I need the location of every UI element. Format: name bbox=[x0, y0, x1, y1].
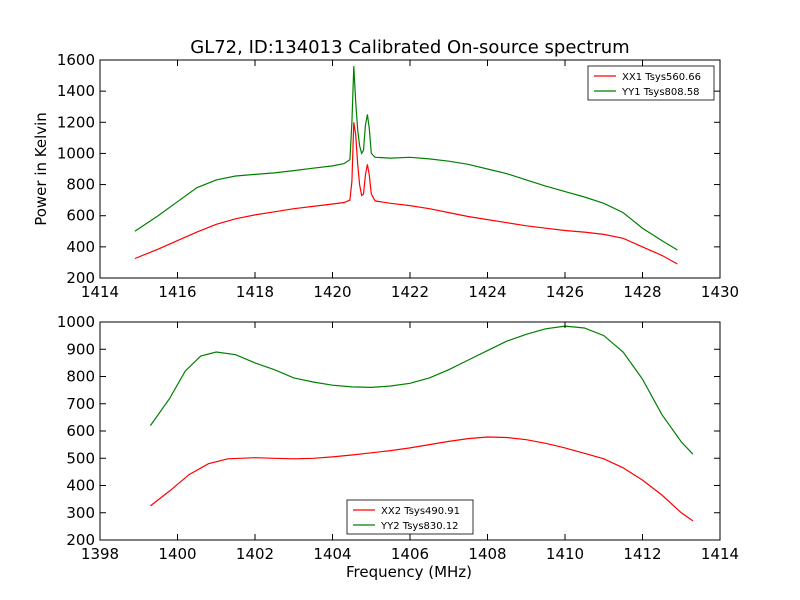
legend: XX2 Tsys490.91 YY2 Tsys830.12 bbox=[346, 499, 474, 535]
x-tick-label: 1430 bbox=[701, 283, 739, 301]
legend-entry: XX1 Tsys560.66 bbox=[622, 72, 701, 83]
y-tick-label: 200 bbox=[66, 269, 95, 287]
y-tick-label: 400 bbox=[66, 477, 95, 495]
x-tick-label: 1428 bbox=[623, 283, 661, 301]
legend-entry: YY2 Tsys830.12 bbox=[380, 521, 459, 532]
y-axis-label: Power in Kelvin bbox=[32, 112, 50, 226]
x-tick-label: 1418 bbox=[236, 283, 274, 301]
legend-entry: XX2 Tsys490.91 bbox=[381, 506, 460, 517]
y-tick-label: 200 bbox=[66, 531, 95, 549]
legend-box bbox=[346, 499, 474, 535]
bottom-spectrum-panel: 1398 1400 1402 1404 1406 1408 1410 1412 1414 200 3… bbox=[57, 313, 739, 581]
y-tick-label: 1000 bbox=[57, 313, 95, 331]
x-tick-label: 1408 bbox=[468, 545, 506, 563]
y-tick-label: 400 bbox=[66, 238, 95, 256]
legend: XX1 Tsys560.66 YY1 Tsys808.58 bbox=[587, 65, 715, 101]
x-tick-label: 1416 bbox=[158, 283, 196, 301]
x-tick-label: 1414 bbox=[81, 283, 119, 301]
x-tick-label: 1422 bbox=[391, 283, 429, 301]
y-tick-label: 700 bbox=[66, 395, 95, 413]
x-axis-label: Frequency (MHz) bbox=[346, 563, 472, 581]
series-line-yy bbox=[149, 325, 694, 455]
x-tick-label: 1426 bbox=[546, 283, 584, 301]
y-tick-label: 1400 bbox=[57, 82, 95, 100]
top-spectrum-panel: 1414 1416 1418 1420 1422 1424 1426 1428 1430 200 4… bbox=[32, 51, 739, 301]
legend-entry: YY1 Tsys808.58 bbox=[621, 87, 700, 98]
legend-box bbox=[587, 65, 715, 101]
y-tick-label: 500 bbox=[66, 449, 95, 467]
y-tick-label: 600 bbox=[66, 422, 95, 440]
x-tick-label: 1400 bbox=[158, 545, 196, 563]
x-tick-label: 1424 bbox=[468, 283, 506, 301]
x-tick-label: 1404 bbox=[313, 545, 351, 563]
series-line-xx bbox=[150, 436, 694, 522]
x-tick-label: 1414 bbox=[701, 545, 739, 563]
x-tick-label: 1406 bbox=[391, 545, 429, 563]
series-line-xx bbox=[134, 122, 678, 265]
series-line-yy bbox=[134, 66, 678, 251]
y-tick-label: 1600 bbox=[57, 51, 95, 69]
y-tick-label: 600 bbox=[66, 207, 95, 225]
x-tick-label: 1410 bbox=[546, 545, 584, 563]
y-tick-label: 900 bbox=[66, 340, 95, 358]
x-tick-label: 1398 bbox=[81, 545, 119, 563]
x-tick-label: 1402 bbox=[236, 545, 274, 563]
y-tick-label: 1200 bbox=[57, 113, 95, 131]
y-tick-label: 300 bbox=[66, 504, 95, 522]
y-tick-label: 800 bbox=[66, 368, 95, 386]
y-tick-label: 1000 bbox=[57, 144, 95, 162]
figure-title: GL72, ID:134013 Calibrated On-source spe… bbox=[190, 37, 629, 58]
y-tick-label: 800 bbox=[66, 176, 95, 194]
x-tick-label: 1412 bbox=[623, 545, 661, 563]
x-tick-label: 1420 bbox=[313, 283, 351, 301]
